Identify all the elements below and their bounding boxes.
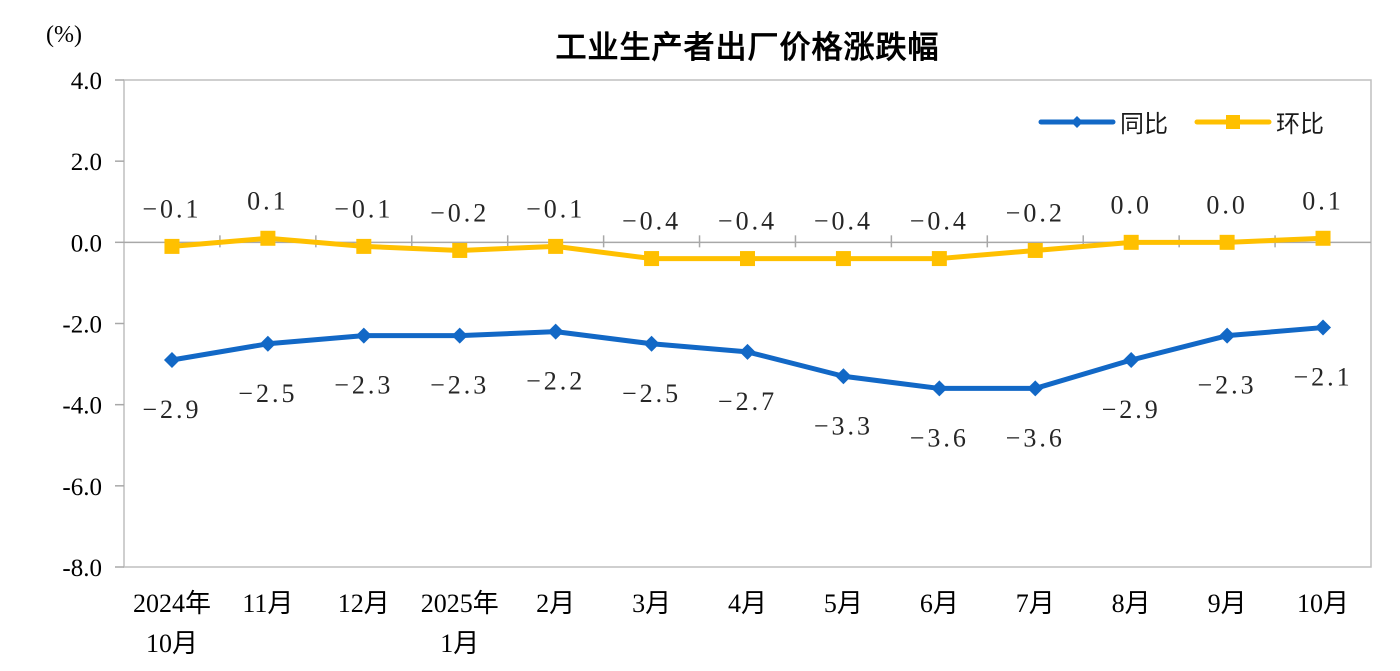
- legend-label-mom: 环比: [1276, 111, 1324, 138]
- data-label: −3.6: [910, 423, 969, 452]
- series-marker: [547, 323, 564, 340]
- y-axis-tick-label: -6.0: [62, 474, 102, 501]
- data-label: −2.3: [1198, 371, 1257, 400]
- x-axis-label: 3月: [632, 589, 671, 618]
- series-marker: [1315, 319, 1332, 336]
- series-marker: [1123, 234, 1139, 250]
- series-marker: [835, 368, 852, 385]
- series-marker: [643, 335, 660, 352]
- y-axis-tick-label: 4.0: [71, 68, 102, 95]
- plot-frame: [123, 79, 1372, 568]
- x-axis-label: 10月: [1297, 589, 1349, 618]
- data-label: −0.1: [142, 194, 201, 223]
- series-marker: [355, 327, 372, 344]
- series-marker: [740, 251, 755, 267]
- legend-label-yoy: 同比: [1120, 111, 1168, 138]
- y-axis-tick-label: -8.0: [62, 555, 102, 582]
- x-axis-label: 12月: [338, 589, 390, 618]
- series-marker: [259, 335, 276, 352]
- data-label: −2.1: [1293, 363, 1352, 392]
- data-label: −0.4: [814, 207, 873, 236]
- data-label: 0.1: [1302, 186, 1344, 215]
- legend: 同比 环比: [1038, 104, 1324, 139]
- data-label: −2.3: [430, 371, 489, 400]
- series-marker: [163, 352, 180, 369]
- y-axis-tick-label: 0.0: [71, 230, 102, 257]
- data-label: −2.9: [1102, 395, 1161, 424]
- series-marker: [931, 380, 948, 397]
- x-axis-label: 9月: [1208, 589, 1247, 618]
- x-axis-label: 8月: [1112, 589, 1151, 618]
- series-marker: [1219, 234, 1235, 250]
- data-label: −0.4: [718, 207, 777, 236]
- series-marker: [1219, 327, 1236, 344]
- series-marker: [931, 251, 947, 267]
- data-label: −2.5: [238, 379, 297, 408]
- x-axis-label: 2月: [536, 589, 575, 618]
- series-marker: [1123, 352, 1140, 369]
- data-label: −0.4: [622, 207, 681, 236]
- data-label: −2.7: [718, 387, 777, 416]
- legend-swatch-yoy-line-icon: [1038, 115, 1116, 128]
- x-axis-label: 2024年 10月: [133, 589, 211, 658]
- y-axis-unit-label: (%): [46, 22, 82, 48]
- data-label: −2.9: [142, 395, 201, 424]
- x-axis-label: 11月: [242, 589, 293, 618]
- series-marker: [452, 242, 468, 258]
- series-marker: [739, 343, 756, 360]
- series-marker: [835, 251, 851, 267]
- series-marker: [1027, 242, 1043, 258]
- data-label: −2.3: [334, 371, 393, 400]
- data-label: −0.4: [910, 207, 969, 236]
- y-axis-tick-label: -2.0: [62, 312, 102, 339]
- series-marker: [164, 238, 180, 254]
- series-marker: [548, 238, 564, 254]
- data-label: 0.1: [247, 186, 289, 215]
- data-label: −2.5: [622, 379, 681, 408]
- series-marker: [451, 327, 468, 344]
- legend-swatch-mom-line-icon: [1194, 114, 1272, 129]
- data-label: −0.2: [430, 198, 489, 227]
- x-axis-label: 5月: [824, 589, 863, 618]
- series-marker: [1315, 230, 1331, 246]
- data-label: −3.6: [1006, 423, 1065, 452]
- chart-title: 工业生产者出厂价格涨跌幅: [555, 30, 940, 65]
- data-label: −0.1: [526, 194, 585, 223]
- data-label: −3.3: [814, 411, 873, 440]
- data-label: −0.1: [334, 194, 393, 223]
- x-axis-label: 4月: [728, 589, 767, 618]
- x-axis-label: 6月: [920, 589, 959, 618]
- data-label: −2.2: [526, 367, 585, 396]
- series-marker: [356, 238, 372, 254]
- series-marker: [1027, 380, 1044, 397]
- y-axis-tick-label: -4.0: [62, 393, 102, 420]
- data-label: −0.2: [1006, 198, 1065, 227]
- data-label: 0.0: [1110, 190, 1152, 219]
- series-marker: [644, 251, 660, 267]
- x-axis-label: 2025年 1月: [421, 589, 499, 658]
- series-marker: [260, 230, 276, 246]
- data-label: 0.0: [1206, 190, 1248, 219]
- x-axis-label: 7月: [1016, 589, 1055, 618]
- legend-item-yoy: 同比: [1038, 104, 1168, 139]
- legend-item-mom: 环比: [1194, 104, 1324, 139]
- y-axis-tick-label: 2.0: [71, 149, 102, 176]
